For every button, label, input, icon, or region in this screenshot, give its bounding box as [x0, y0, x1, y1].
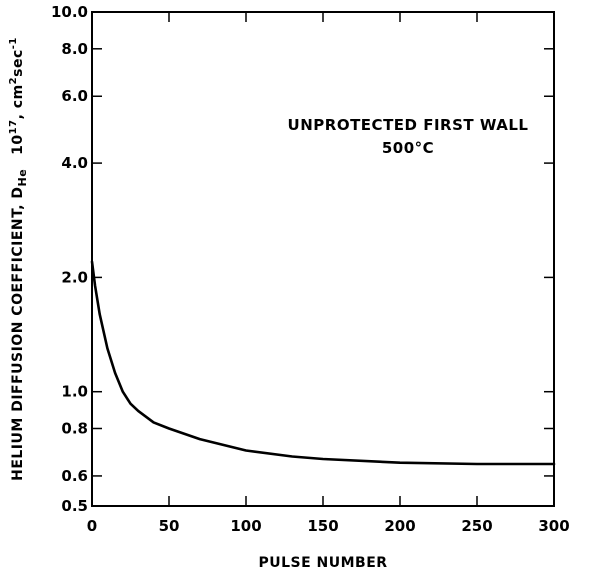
y-axis-unit-cm-exp: 2	[8, 77, 19, 84]
y-axis-unit-exp: 17	[8, 119, 19, 134]
x-tick-label: 200	[384, 517, 415, 535]
plot-frame	[91, 11, 555, 507]
ticks	[91, 11, 555, 507]
y-axis-label-main: HELIUM DIFFUSION COEFFICIENT, D	[10, 186, 26, 480]
y-tick-label: 10.0	[51, 3, 88, 21]
y-axis-unit-sec: sec	[10, 49, 26, 77]
x-tick-label: 100	[230, 517, 261, 535]
y-tick-label: 0.5	[61, 497, 88, 515]
x-tick-label: 0	[87, 517, 97, 535]
y-tick-label: 1.0	[61, 383, 88, 401]
series-line	[90, 260, 556, 466]
x-tick-label: 50	[159, 517, 180, 535]
y-axis-unit-base: 10	[10, 134, 26, 154]
annotation-line-1: UNPROTECTED FIRST WALL	[288, 116, 529, 134]
x-tick-label: 300	[538, 517, 569, 535]
x-tick-label: 250	[461, 517, 492, 535]
x-axis-label: PULSE NUMBER	[258, 555, 387, 571]
y-tick-label: 6.0	[61, 87, 88, 105]
annotation-line-2: 500°C	[382, 139, 434, 157]
y-tick-label: 4.0	[61, 154, 88, 172]
y-axis-unit-sec-exp: -1	[8, 37, 19, 49]
x-tick-label: 150	[307, 517, 338, 535]
y-tick-label: 8.0	[61, 40, 88, 58]
y-axis-unit-cm: , cm	[10, 84, 26, 119]
y-tick-label: 0.6	[61, 467, 88, 485]
y-axis-label-subscript: He	[16, 169, 29, 187]
tick-labels: 0.5 0.6 0.8 1.0 2.0 4.0 6.0 8.0 10.0 0 50 100 150 200…	[51, 3, 570, 535]
y-tick-label: 2.0	[61, 268, 88, 286]
y-tick-label: 0.8	[61, 419, 88, 437]
y-axis-label: HELIUM DIFFUSION COEFFICIENT, DHe 1017, c…	[8, 37, 29, 481]
